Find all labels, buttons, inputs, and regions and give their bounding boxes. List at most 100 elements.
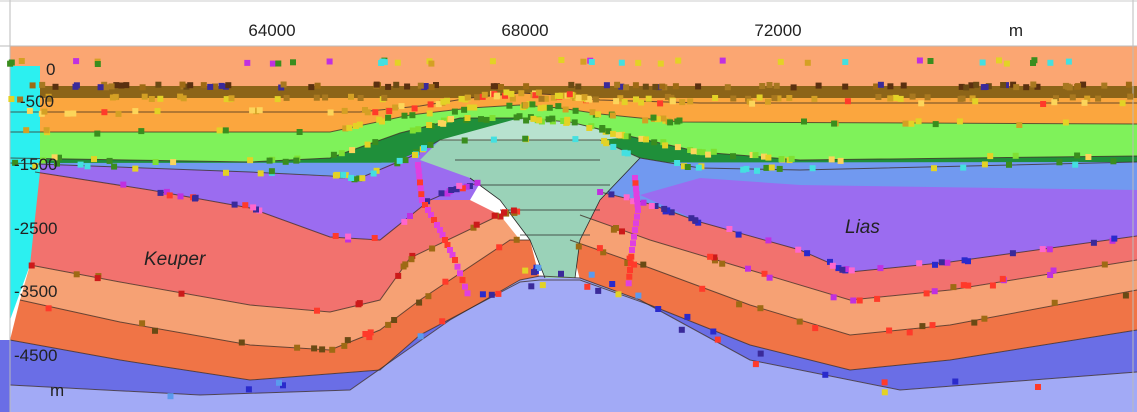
- well-pick-marker: [588, 59, 595, 65]
- well-pick-marker: [141, 93, 148, 100]
- well-pick-marker: [157, 95, 164, 102]
- well-pick-marker: [280, 81, 287, 88]
- well-pick-marker: [51, 154, 58, 161]
- well-pick-marker: [837, 157, 844, 164]
- formation-label-keuper: Keuper: [144, 249, 206, 270]
- well-pick-marker: [765, 98, 771, 105]
- well-pick-marker: [621, 149, 628, 156]
- well-pick-marker: [730, 153, 736, 160]
- well-pick-marker: [675, 57, 682, 64]
- well-pick-marker: [1084, 95, 1091, 102]
- well-pick-marker: [379, 118, 385, 125]
- well-pick-marker: [932, 261, 938, 268]
- well-pick-marker: [562, 106, 569, 113]
- well-trace-marker: [634, 201, 641, 208]
- well-pick-marker: [915, 118, 922, 125]
- well-pick-marker: [1047, 59, 1054, 66]
- well-pick-marker: [489, 58, 496, 65]
- well-pick-marker: [757, 305, 764, 312]
- well-pick-marker: [179, 81, 186, 88]
- well-pick-marker: [645, 95, 652, 102]
- well-pick-marker: [442, 278, 449, 285]
- well-pick-marker: [535, 89, 542, 96]
- well-pick-marker: [222, 127, 229, 134]
- well-trace-marker: [632, 227, 638, 233]
- well-pick-marker: [812, 325, 819, 332]
- well-pick-marker: [344, 337, 351, 344]
- well-pick-marker: [568, 81, 575, 88]
- well-pick-marker: [503, 89, 510, 96]
- well-pick-marker: [94, 61, 101, 67]
- well-pick-marker: [674, 144, 681, 151]
- well-pick-marker: [932, 121, 939, 128]
- well-trace-marker: [417, 185, 424, 192]
- well-pick-marker: [1040, 101, 1047, 107]
- well-pick-marker: [971, 319, 978, 326]
- well-pick-marker: [334, 171, 341, 178]
- well-pick-marker: [132, 165, 139, 172]
- well-pick-marker: [599, 126, 606, 133]
- well-pick-marker: [960, 282, 967, 289]
- well-pick-marker: [655, 84, 662, 91]
- well-pick-marker: [330, 151, 337, 158]
- well-pick-marker: [346, 124, 353, 131]
- well-pick-marker: [342, 125, 349, 132]
- well-pick-marker: [614, 81, 621, 88]
- well-pick-marker: [696, 148, 702, 155]
- well-pick-marker: [373, 81, 380, 88]
- well-pick-marker: [775, 95, 782, 102]
- well-pick-marker: [757, 350, 764, 357]
- well-pick-marker: [650, 114, 657, 121]
- well-pick-marker: [843, 266, 850, 273]
- well-pick-marker: [502, 92, 508, 99]
- horizon-line: [9, 139, 1137, 179]
- well-pick-marker: [379, 58, 386, 65]
- well-pick-marker: [73, 271, 80, 278]
- well-pick-marker: [610, 143, 617, 150]
- well-pick-marker: [43, 127, 50, 134]
- well-pick-marker: [352, 123, 359, 129]
- well-pick-marker: [45, 305, 52, 312]
- well-pick-marker: [707, 253, 714, 260]
- well-pick-marker: [952, 378, 959, 385]
- well-pick-marker: [618, 83, 625, 90]
- well-pick-marker: [1080, 81, 1087, 88]
- well-pick-marker: [965, 282, 972, 289]
- well-pick-marker: [370, 170, 377, 177]
- well-pick-marker: [631, 261, 638, 268]
- well-pick-marker: [1127, 93, 1134, 100]
- well-pick-marker: [699, 149, 706, 156]
- well-pick-marker: [771, 95, 778, 102]
- well-pick-marker: [558, 57, 565, 63]
- well-pick-marker: [362, 331, 369, 337]
- x-axis-unit-label: m: [1009, 21, 1023, 40]
- well-pick-marker: [461, 137, 468, 144]
- well-pick-marker: [908, 120, 915, 127]
- well-pick-marker: [40, 157, 47, 164]
- well-pick-marker: [763, 164, 770, 171]
- well-pick-marker: [956, 118, 963, 125]
- well-pick-marker: [545, 116, 552, 123]
- well-pick-marker: [539, 282, 546, 289]
- well-pick-marker: [314, 82, 321, 89]
- well-pick-marker: [648, 203, 655, 209]
- well-pick-marker: [669, 98, 676, 105]
- well-pick-marker: [183, 83, 190, 90]
- well-pick-marker: [157, 189, 164, 196]
- salt-flank-line: [469, 177, 546, 279]
- well-pick-marker: [1006, 161, 1012, 168]
- well-pick-marker: [887, 95, 894, 102]
- well-pick-marker: [618, 59, 625, 66]
- layer-red-orange-left: [10, 240, 540, 380]
- well-pick-marker: [844, 98, 851, 105]
- well-pick-marker: [359, 175, 366, 182]
- well-pick-marker: [596, 245, 603, 252]
- well-pick-marker: [989, 282, 996, 289]
- well-trace-marker: [627, 260, 634, 267]
- well-trace-marker: [449, 252, 456, 258]
- well-pick-marker: [101, 81, 108, 88]
- well-pick-marker: [332, 233, 339, 239]
- well-pick-marker: [466, 104, 473, 111]
- well-pick-marker: [417, 333, 424, 340]
- well-trace-marker: [434, 222, 440, 228]
